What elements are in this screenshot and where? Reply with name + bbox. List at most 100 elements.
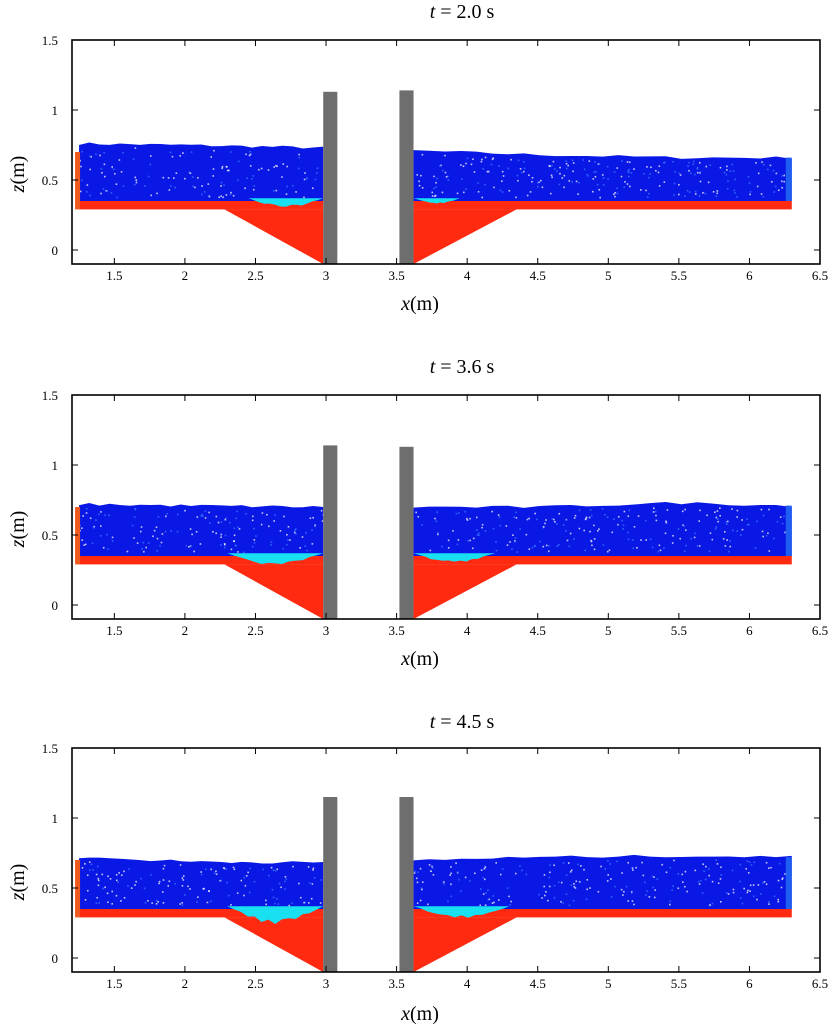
water-particle bbox=[694, 193, 697, 195]
water-particle bbox=[671, 889, 674, 891]
water-particle bbox=[233, 540, 236, 542]
title-rest: = 3.6 s bbox=[435, 356, 494, 378]
water-particle bbox=[632, 869, 634, 871]
x-axis-title: x(m) bbox=[400, 648, 439, 670]
y-tick-label: 1 bbox=[52, 103, 59, 118]
y-axis-title: z(m) bbox=[7, 864, 29, 902]
water-particle bbox=[109, 878, 112, 880]
water-particle bbox=[157, 515, 160, 518]
water-particle bbox=[562, 862, 565, 864]
water-particle bbox=[173, 177, 175, 179]
water-particle bbox=[101, 873, 104, 876]
water-particle bbox=[632, 547, 635, 550]
water-particle bbox=[233, 534, 236, 537]
water-particle bbox=[421, 153, 424, 156]
water-particle bbox=[545, 519, 547, 521]
water-particle bbox=[704, 192, 707, 195]
water-particle bbox=[167, 885, 170, 887]
water-particle bbox=[232, 866, 235, 869]
suspended-sediment-downstream bbox=[413, 198, 461, 204]
x-axis-title: x(m) bbox=[400, 1003, 439, 1025]
water-particle bbox=[562, 902, 564, 904]
water-particle bbox=[554, 521, 556, 523]
water-particle bbox=[617, 515, 620, 518]
water-particle bbox=[169, 151, 172, 154]
water-particle bbox=[651, 875, 654, 878]
water-particle bbox=[279, 530, 282, 532]
pier-1 bbox=[323, 91, 338, 264]
title-rest: = 2.0 s bbox=[435, 1, 494, 23]
water-particle bbox=[101, 172, 103, 174]
water-particle bbox=[116, 879, 118, 882]
water-particle bbox=[230, 191, 232, 194]
water-particle bbox=[684, 508, 686, 511]
title-var: t bbox=[430, 356, 436, 378]
water-particle bbox=[447, 179, 450, 181]
water-particle bbox=[479, 888, 482, 890]
water-particle bbox=[253, 541, 256, 544]
water-particle bbox=[556, 170, 558, 172]
water-particle bbox=[598, 163, 601, 165]
water-outlet-edge bbox=[785, 505, 792, 556]
water-particle bbox=[220, 533, 223, 536]
water-particle bbox=[714, 511, 716, 514]
water-particle bbox=[316, 167, 319, 170]
water-particle bbox=[450, 883, 452, 886]
water-particle bbox=[551, 164, 553, 167]
water-particle bbox=[627, 538, 630, 541]
x-tick-label: 1.5 bbox=[106, 268, 122, 283]
water-particle bbox=[720, 874, 722, 876]
water-particle bbox=[249, 150, 251, 153]
water-particle bbox=[705, 865, 707, 868]
water-particle bbox=[495, 541, 497, 543]
water-particle bbox=[543, 894, 546, 897]
water-particle bbox=[699, 509, 701, 512]
water-particle bbox=[144, 185, 146, 187]
water-particle bbox=[187, 885, 189, 888]
water-particle bbox=[210, 156, 213, 158]
water-particle bbox=[623, 890, 625, 893]
water-particle bbox=[432, 867, 434, 869]
water-particle bbox=[559, 172, 561, 175]
water-particle bbox=[227, 169, 230, 172]
water-particle bbox=[287, 539, 289, 542]
water-particle bbox=[420, 174, 422, 177]
water-particle bbox=[170, 530, 173, 532]
water-particle bbox=[538, 893, 540, 896]
water-particle bbox=[286, 165, 289, 168]
water-particle bbox=[122, 152, 124, 154]
water-particle bbox=[275, 164, 277, 167]
water-particle bbox=[251, 519, 254, 522]
water-particle bbox=[608, 549, 611, 552]
water-particle bbox=[84, 899, 87, 901]
water-particle bbox=[548, 876, 551, 879]
water-particle bbox=[192, 185, 195, 188]
water-particle bbox=[553, 864, 555, 867]
water-particle bbox=[294, 529, 296, 532]
water-particle bbox=[273, 166, 276, 168]
water-particle bbox=[166, 512, 169, 515]
water-particle bbox=[118, 159, 121, 161]
water-particle bbox=[725, 892, 728, 894]
water-particle bbox=[516, 174, 519, 177]
water-particle bbox=[577, 193, 579, 195]
water-particle bbox=[781, 877, 784, 880]
water-particle bbox=[185, 544, 188, 547]
water-particle bbox=[729, 545, 732, 548]
water-particle bbox=[761, 882, 764, 884]
water-particle bbox=[560, 881, 563, 884]
water-particle bbox=[277, 903, 280, 905]
water-particle bbox=[593, 548, 596, 551]
water-particle bbox=[123, 896, 126, 899]
water-particle bbox=[620, 175, 623, 178]
water-particle bbox=[483, 878, 486, 881]
water-particle bbox=[456, 192, 459, 195]
water-particle bbox=[487, 898, 490, 901]
water-particle bbox=[630, 172, 633, 174]
water-particle bbox=[736, 516, 738, 518]
water-particle bbox=[732, 888, 735, 891]
water-particle bbox=[226, 166, 228, 168]
water-particle bbox=[508, 189, 511, 192]
x-axis-title: x(m) bbox=[400, 293, 439, 315]
water-particle bbox=[628, 161, 631, 164]
